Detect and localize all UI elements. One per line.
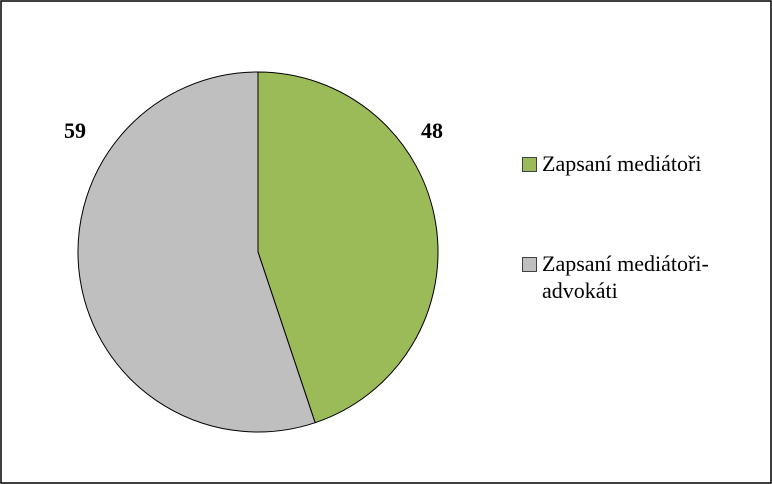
pie-slice bbox=[257, 71, 439, 424]
pie-slice bbox=[77, 71, 316, 433]
legend-entry: Zapsaní mediátoři-advokáti bbox=[522, 250, 737, 304]
legend-swatch bbox=[522, 257, 537, 272]
legend-swatch bbox=[522, 157, 537, 172]
data-label: 48 bbox=[421, 118, 443, 143]
data-label: 59 bbox=[64, 118, 86, 143]
legend-label: Zapsaní mediátoři bbox=[542, 151, 702, 176]
legend-label: Zapsaní mediátoři-advokáti bbox=[542, 251, 709, 303]
legend-entry: Zapsaní mediátoři bbox=[522, 150, 737, 177]
